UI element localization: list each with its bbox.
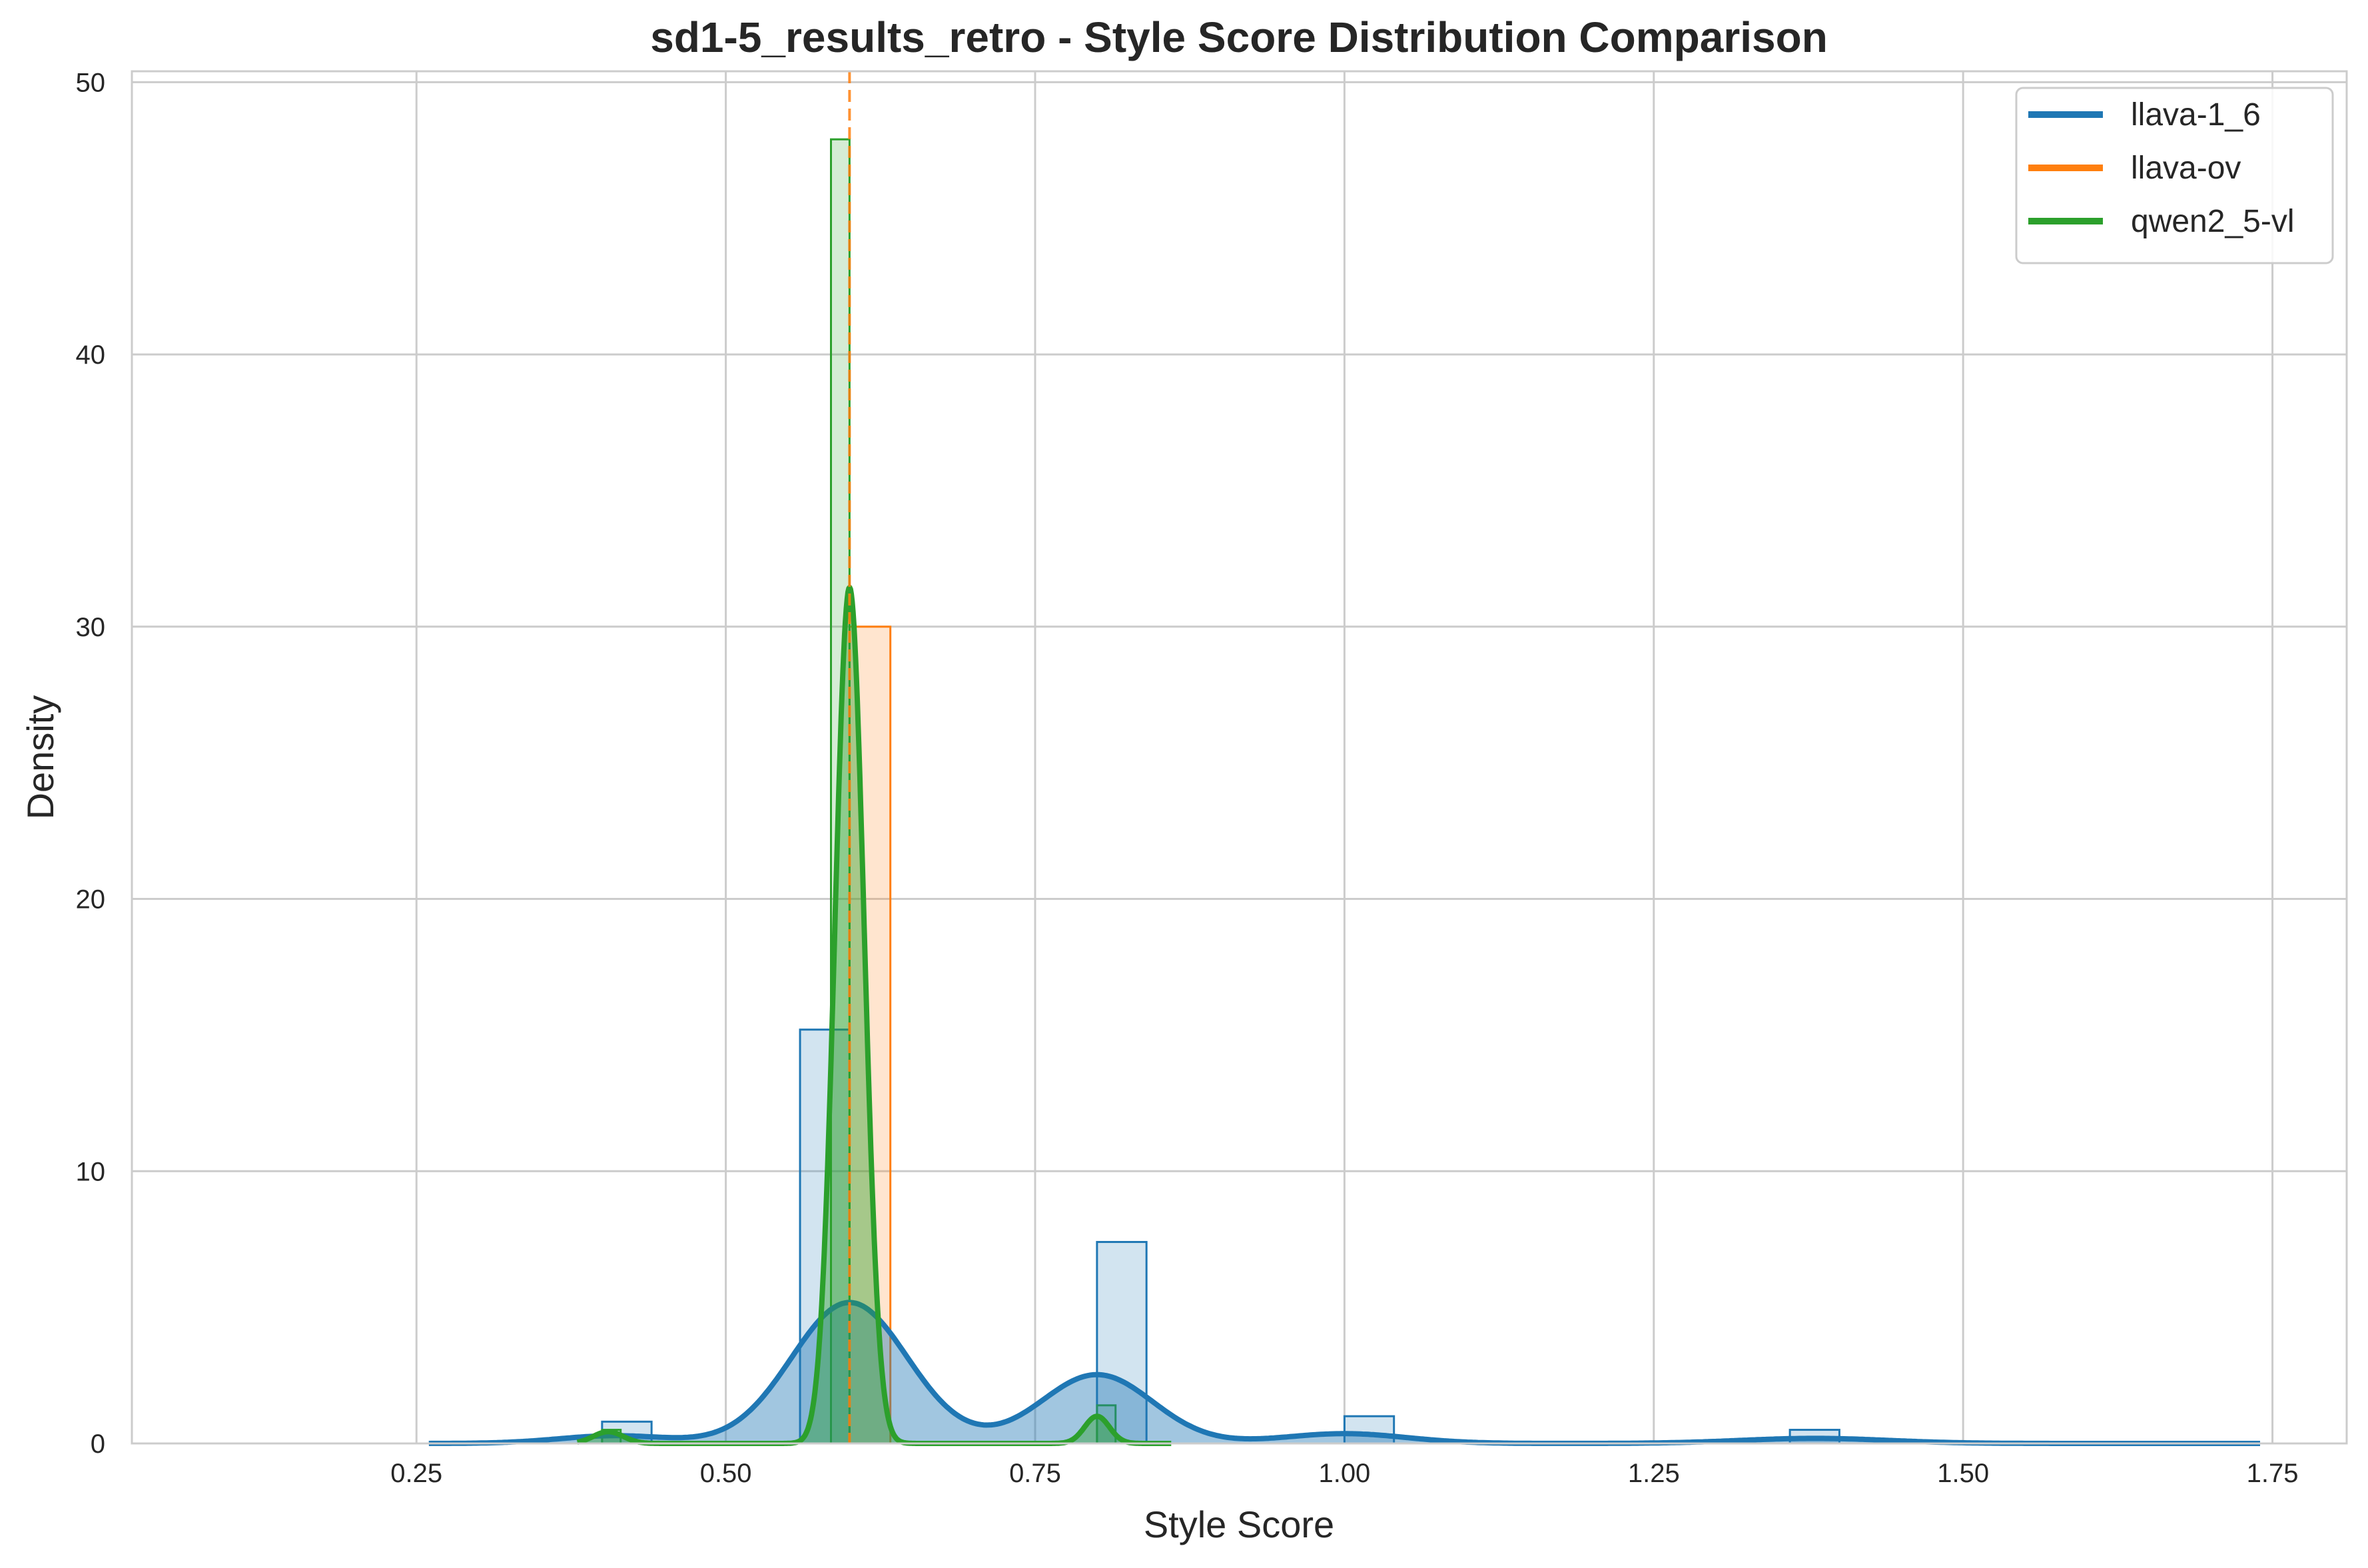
- legend-label-qwen2-5-vl: qwen2_5-vl: [2131, 204, 2294, 239]
- x-axis-label: Style Score: [1144, 1503, 1334, 1545]
- legend-label-llava-ov: llava-ov: [2131, 151, 2241, 186]
- histogram-bar-llava-1-6: [1096, 1241, 1148, 1445]
- x-tick-label: 0.50: [700, 1459, 752, 1488]
- x-tick-label: 1.00: [1318, 1459, 1370, 1488]
- y-tick-label: 20: [76, 885, 106, 915]
- tick-labels: 0.25 0.50 0.75 1.00 1.25 1.50 1.75 0 10 20 30 40 50: [76, 68, 2299, 1488]
- y-tick-label: 40: [76, 340, 106, 370]
- x-tick-label: 0.25: [390, 1459, 442, 1488]
- y-axis-label: Density: [19, 695, 61, 820]
- legend: llava-1_6 llava-ov qwen2_5-vl: [2015, 87, 2334, 264]
- plot-frame: [131, 70, 2348, 1445]
- x-tick-label: 1.50: [1937, 1459, 1989, 1488]
- x-tick-label: 1.25: [1628, 1459, 1680, 1488]
- x-tick-label: 1.75: [2247, 1459, 2299, 1488]
- x-tick-label: 0.75: [1009, 1459, 1061, 1488]
- y-tick-label: 10: [76, 1157, 106, 1186]
- y-tick-label: 30: [76, 613, 106, 642]
- y-tick-label: 0: [91, 1429, 105, 1459]
- grid: [132, 71, 2347, 1445]
- legend-label-llava-1-6: llava-1_6: [2131, 97, 2261, 133]
- y-tick-label: 50: [76, 68, 106, 97]
- chart-title: sd1-5_results_retro - Style Score Distri…: [650, 13, 1828, 61]
